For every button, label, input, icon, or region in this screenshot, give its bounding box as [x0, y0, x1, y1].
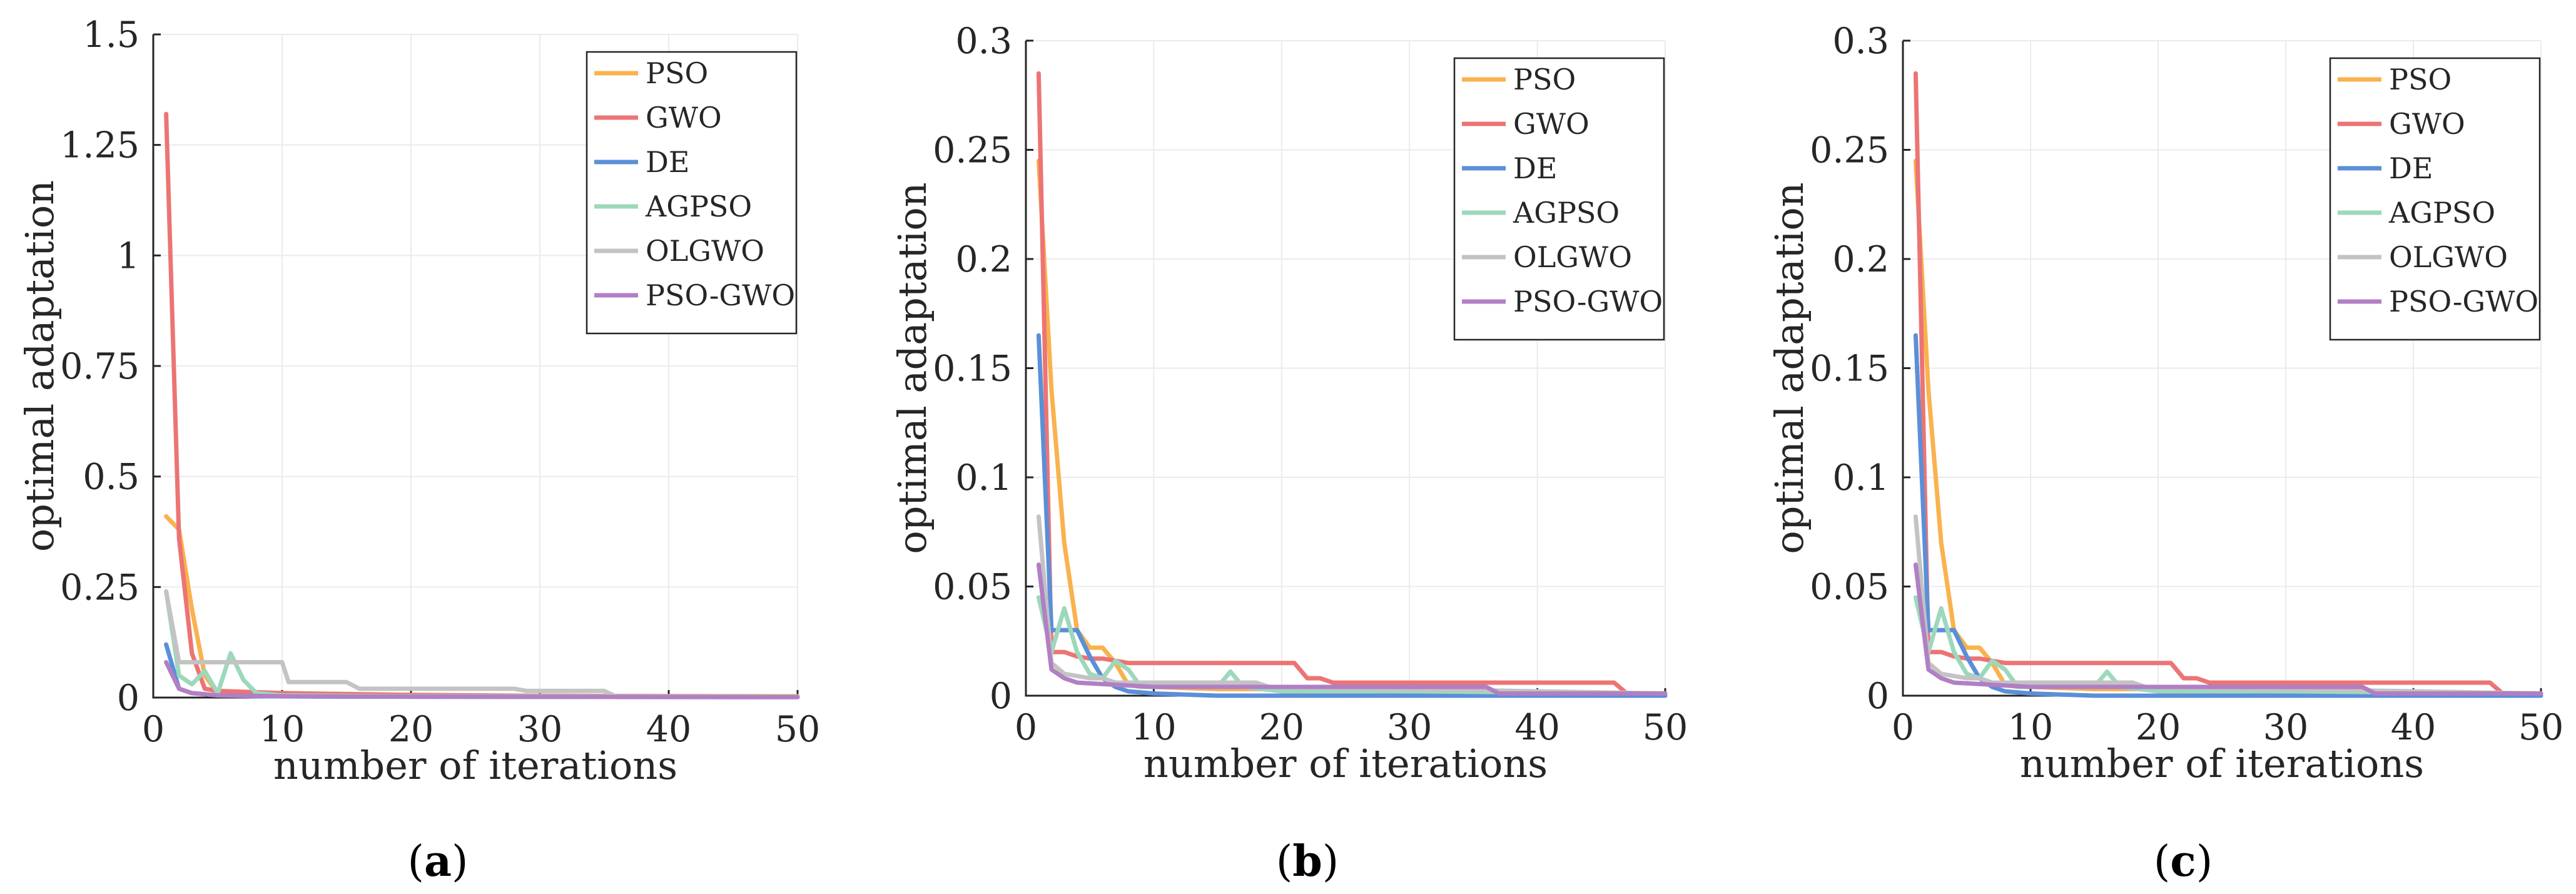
- x-tick-label: 0: [142, 709, 165, 750]
- y-tick-label: 0.05: [1810, 567, 1889, 608]
- chart-panel-b: 0 10 20 30 40 50 0 0.05 0.1 0.15 0.2 0.25 0.3 number …: [890, 21, 1688, 886]
- y-axis-label: optimal adaptation: [890, 182, 935, 554]
- y-axis-label: optimal adaptation: [17, 180, 63, 552]
- y-tick-label: 0.25: [1810, 130, 1889, 171]
- x-axis-label: number of iterations: [1143, 741, 1548, 786]
- legend-label: OLGWO: [1513, 240, 1632, 274]
- x-axis-label: number of iterations: [2020, 741, 2424, 786]
- series-line-agpso: [1913, 595, 2543, 696]
- legend-label: AGPSO: [1513, 196, 1620, 230]
- y-tick-label: 0: [1867, 676, 1889, 717]
- y-tick-label: 0.3: [955, 21, 1012, 62]
- x-tick-label: 10: [1131, 707, 1177, 748]
- series-line-olgwo: [164, 589, 800, 699]
- legend-label: OLGWO: [2389, 240, 2508, 274]
- y-tick-label: 0: [117, 678, 139, 719]
- x-tick-label: 30: [1387, 707, 1433, 748]
- chart-panel-c: 0 10 20 30 40 50 0 0.05 0.1 0.15 0.2 0.25 0.3 number …: [1767, 21, 2563, 886]
- x-tick-label: 40: [2391, 707, 2437, 748]
- x-tick-label: 20: [2136, 707, 2181, 748]
- legend-label: DE: [1513, 151, 1557, 185]
- legend-label: PSO: [2389, 63, 2452, 96]
- y-tick-label: 0.25: [933, 130, 1012, 171]
- x-tick-label: 40: [646, 709, 692, 750]
- series-line-agpso: [1036, 595, 1668, 696]
- legend-box: [1453, 57, 1665, 341]
- legend-label: PSO-GWO: [1513, 285, 1663, 318]
- y-tick-label: 0.3: [1832, 21, 1889, 62]
- series-line-gwo: [1913, 71, 2543, 696]
- legend-label: PSO-GWO: [2389, 285, 2538, 318]
- series-line-de: [1913, 333, 2543, 698]
- y-axis-label: optimal adaptation: [1767, 182, 1812, 554]
- x-tick-label: 50: [1643, 707, 1688, 748]
- legend-label: AGPSO: [2388, 196, 2495, 230]
- panel-label: (a): [407, 836, 468, 886]
- legend-label: PSO-GWO: [646, 278, 795, 312]
- series-line-pso-gwo: [1036, 562, 1668, 696]
- y-tick-label: 0.15: [933, 348, 1012, 390]
- legend: PSO GWO DE AGPSO OLGWO PSO-GWO: [2329, 57, 2541, 341]
- series-line-olgwo: [1036, 514, 1668, 696]
- legend-label: GWO: [1513, 107, 1590, 141]
- x-tick-label: 30: [2263, 707, 2309, 748]
- series-line-pso-gwo: [164, 660, 800, 699]
- legend-label: OLGWO: [646, 234, 764, 268]
- legend-label: PSO: [646, 56, 708, 90]
- panel-label: (c): [2154, 836, 2213, 886]
- y-tick-label: 1: [117, 235, 139, 277]
- series-line-pso: [164, 514, 800, 699]
- y-tick-label: 0.75: [60, 346, 139, 387]
- x-tick-label: 40: [1514, 707, 1560, 748]
- series-line-de: [1036, 333, 1668, 698]
- legend-label: PSO: [1513, 63, 1576, 96]
- x-tick-label: 50: [2518, 707, 2564, 748]
- panel-label: (b): [1276, 836, 1339, 886]
- x-tick-label: 20: [388, 709, 434, 750]
- y-tick-label: 0.2: [955, 239, 1012, 280]
- legend-box: [586, 51, 798, 335]
- x-tick-label: 50: [775, 709, 821, 750]
- legend-label: GWO: [2389, 107, 2465, 141]
- series-line-olgwo: [1913, 514, 2543, 696]
- x-axis-label: number of iterations: [273, 743, 677, 788]
- legend: PSO GWO DE AGPSO OLGWO PSO-GWO: [586, 51, 798, 335]
- y-tick-label: 1.5: [83, 14, 139, 56]
- legend-label: AGPSO: [645, 190, 752, 223]
- y-tick-label: 0.1: [1832, 457, 1889, 499]
- x-tick-label: 10: [260, 709, 305, 750]
- x-tick-label: 30: [517, 709, 563, 750]
- x-tick-label: 0: [1892, 707, 1914, 748]
- series-line-agpso: [164, 589, 800, 699]
- legend-label: GWO: [646, 101, 722, 135]
- y-tick-label: 0.05: [933, 567, 1012, 608]
- series-line-pso-gwo: [1913, 562, 2543, 696]
- legend-label: DE: [2389, 151, 2433, 185]
- y-tick-label: 0.25: [60, 567, 139, 608]
- y-tick-label: 0.15: [1810, 348, 1889, 390]
- y-tick-label: 0.2: [1832, 239, 1889, 280]
- y-tick-label: 0.5: [83, 457, 139, 498]
- series-line-gwo: [1036, 71, 1668, 696]
- y-tick-label: 0.1: [955, 457, 1012, 499]
- y-tick-label: 0: [990, 676, 1012, 717]
- legend-label: DE: [646, 145, 689, 179]
- chart-panel-a: 0 10 20 30 40 50 0 0.25 0.5 0.75 1 1.25 1.5 number of…: [17, 14, 820, 886]
- x-tick-label: 10: [2008, 707, 2054, 748]
- x-tick-label: 0: [1015, 707, 1037, 748]
- legend-box: [2329, 57, 2541, 341]
- x-tick-label: 20: [1259, 707, 1305, 748]
- legend: PSO GWO DE AGPSO OLGWO PSO-GWO: [1453, 57, 1665, 341]
- y-tick-label: 1.25: [60, 125, 139, 166]
